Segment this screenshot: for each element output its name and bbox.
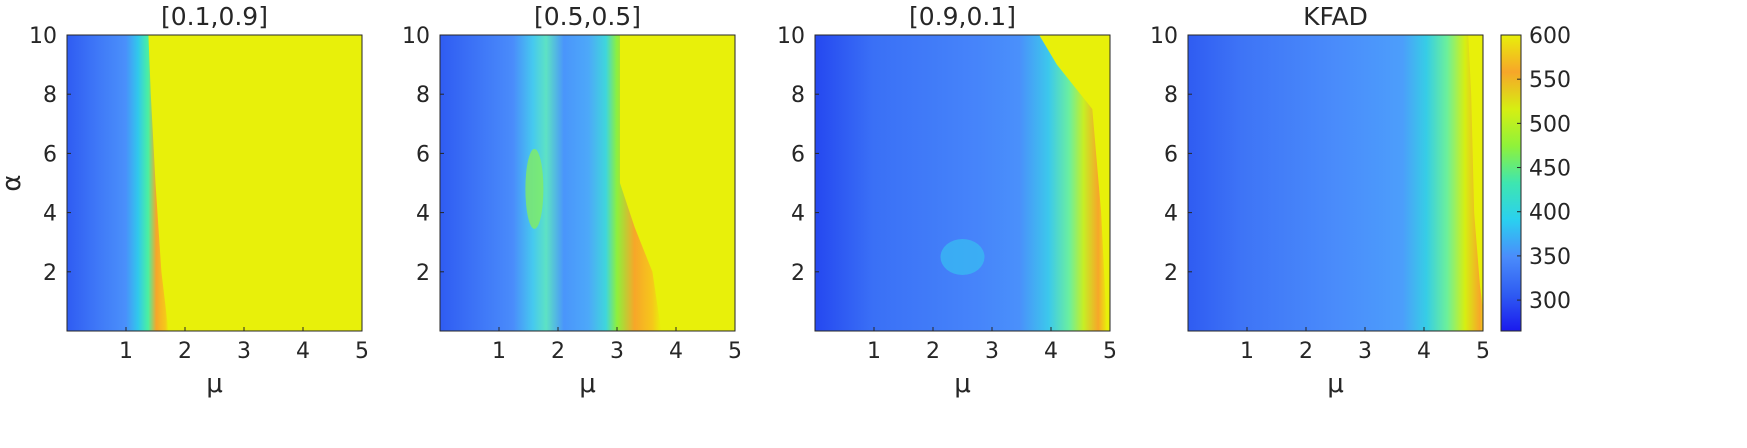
y-tick-label: 2 xyxy=(416,261,430,286)
x-axis-label: μ xyxy=(1327,369,1344,399)
y-tick-label: 4 xyxy=(416,202,430,227)
y-tick-label: 8 xyxy=(43,83,57,108)
y-tick-label: 6 xyxy=(791,142,805,167)
x-tick-label: 5 xyxy=(1476,339,1490,364)
low-value-region xyxy=(815,35,1108,331)
y-tick-label: 4 xyxy=(43,202,57,227)
x-tick-label: 1 xyxy=(1240,339,1254,364)
x-tick-label: 1 xyxy=(492,339,506,364)
panel-1: 1 2 3 4 5 2 4 6 8 10 [0.1,0.9] μ α xyxy=(0,2,369,399)
x-tick-label: 2 xyxy=(926,339,940,364)
panel-2: 1 2 3 4 5 2 4 6 8 10 [0.5,0.5] μ xyxy=(402,2,742,399)
axes-frame xyxy=(814,34,1111,332)
x-tick-label: 4 xyxy=(296,339,310,364)
colorbar-gradient xyxy=(1500,34,1522,332)
axes-frame xyxy=(66,34,363,332)
x-tick-label: 2 xyxy=(551,339,565,364)
contour-field xyxy=(1188,35,1483,331)
x-axis-label: μ xyxy=(954,369,971,399)
y-tick-label: 2 xyxy=(43,261,57,286)
colorbar-tick-label: 350 xyxy=(1529,245,1571,270)
contour-field xyxy=(67,35,362,331)
colorbar-tick-label: 300 xyxy=(1529,289,1571,314)
panel-title: [0.9,0.1] xyxy=(909,2,1016,31)
colorbar-tick-label: 400 xyxy=(1529,201,1571,226)
panel-title: KFAD xyxy=(1303,2,1368,31)
x-tick-label: 2 xyxy=(178,339,192,364)
y-tick-label: 4 xyxy=(1164,202,1178,227)
y-tick-label: 8 xyxy=(416,83,430,108)
y-tick-label: 10 xyxy=(777,24,805,49)
panel-title: [0.1,0.9] xyxy=(161,2,268,31)
contour-field xyxy=(440,35,735,331)
x-tick-label: 4 xyxy=(1044,339,1058,364)
y-tick-label: 10 xyxy=(402,24,430,49)
x-tick-label: 5 xyxy=(1103,339,1117,364)
panel-title: [0.5,0.5] xyxy=(534,2,641,31)
x-tick-label: 3 xyxy=(237,339,251,364)
colorbar-tick-label: 600 xyxy=(1529,24,1571,49)
colorbar-tick-label: 500 xyxy=(1529,112,1571,137)
green-peak xyxy=(525,148,544,229)
y-tick-label: 2 xyxy=(1164,261,1178,286)
colorbar: 300 350 400 450 500 550 600 xyxy=(1500,24,1571,332)
x-tick-label: 5 xyxy=(355,339,369,364)
y-axis-label: α xyxy=(0,174,27,191)
y-tick-label: 4 xyxy=(791,202,805,227)
y-tick-label: 8 xyxy=(1164,83,1178,108)
axes-frame xyxy=(439,34,736,332)
y-tick-label: 10 xyxy=(1150,24,1178,49)
x-tick-label: 2 xyxy=(1299,339,1313,364)
x-tick-label: 3 xyxy=(1358,339,1372,364)
x-tick-label: 1 xyxy=(119,339,133,364)
x-axis-label: μ xyxy=(206,369,223,399)
low-value-region xyxy=(1188,35,1483,331)
x-axis-label: μ xyxy=(579,369,596,399)
y-tick-label: 6 xyxy=(1164,142,1178,167)
x-tick-label: 3 xyxy=(985,339,999,364)
contour-field xyxy=(815,35,1110,331)
panel-3: 1 2 3 4 5 2 4 6 8 10 [0.9,0.1] μ xyxy=(777,2,1117,399)
colorbar-tick-label: 550 xyxy=(1529,68,1571,93)
cyan-patch xyxy=(940,239,985,275)
colorbar-tick-label: 450 xyxy=(1529,157,1571,182)
low-value-region xyxy=(440,35,662,331)
y-tick-label: 6 xyxy=(43,142,57,167)
x-tick-label: 4 xyxy=(669,339,683,364)
y-tick-label: 8 xyxy=(791,83,805,108)
panel-4: 1 2 3 4 5 2 4 6 8 10 KFAD μ xyxy=(1150,2,1490,399)
x-tick-label: 1 xyxy=(867,339,881,364)
y-tick-label: 10 xyxy=(29,24,57,49)
y-tick-label: 2 xyxy=(791,261,805,286)
x-tick-label: 3 xyxy=(610,339,624,364)
x-tick-label: 4 xyxy=(1417,339,1431,364)
axes-frame xyxy=(1187,34,1484,332)
x-tick-label: 5 xyxy=(728,339,742,364)
y-tick-label: 6 xyxy=(416,142,430,167)
low-value-region xyxy=(67,35,169,331)
